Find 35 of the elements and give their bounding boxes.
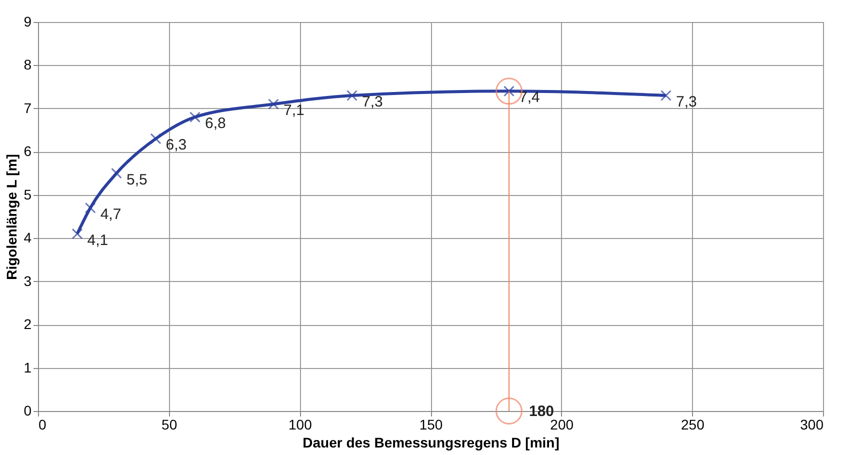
text: 4,7 xyxy=(100,206,122,223)
point xyxy=(84,202,96,214)
point xyxy=(346,90,358,101)
point xyxy=(660,90,672,101)
y-tick-label: 2 xyxy=(24,316,32,332)
text: 4,1 xyxy=(87,232,108,249)
y-tick-label: 4 xyxy=(24,230,32,246)
x-tick-label: 300 xyxy=(800,416,824,432)
text: 7,1 xyxy=(284,102,304,120)
x-axis-title: Dauer des Bemessungsregens D [min] xyxy=(302,434,560,450)
x-tick-label: 0 xyxy=(38,416,46,432)
text: 7,4 xyxy=(519,89,540,106)
x-tick-label: 100 xyxy=(288,416,312,432)
text: 7,3 xyxy=(362,93,383,110)
y-axis-title: Rigolenlänge L [m] xyxy=(4,154,20,280)
y-tick-label: 5 xyxy=(24,186,32,202)
x-tick-label: 50 xyxy=(162,416,178,432)
point xyxy=(111,168,122,179)
y-tick-label: 7 xyxy=(24,100,32,116)
point xyxy=(268,98,279,110)
text: 6,3 xyxy=(166,136,187,154)
point xyxy=(190,112,200,123)
y-tick-label: 1 xyxy=(24,359,32,376)
x-tick-label: 250 xyxy=(680,416,705,432)
text: 7,3 xyxy=(676,93,697,110)
y-tick-label: 8 xyxy=(24,56,32,73)
point xyxy=(72,228,83,240)
text: 5,5 xyxy=(126,171,148,188)
y-tick-label: 6 xyxy=(24,143,32,160)
text: 6,8 xyxy=(205,115,226,132)
point xyxy=(150,133,162,144)
x-tick-label: 150 xyxy=(419,416,443,432)
y-tick-label: 3 xyxy=(24,272,32,289)
y-tick-label: 9 xyxy=(24,14,32,30)
y-tick-label: 0 xyxy=(24,402,32,418)
